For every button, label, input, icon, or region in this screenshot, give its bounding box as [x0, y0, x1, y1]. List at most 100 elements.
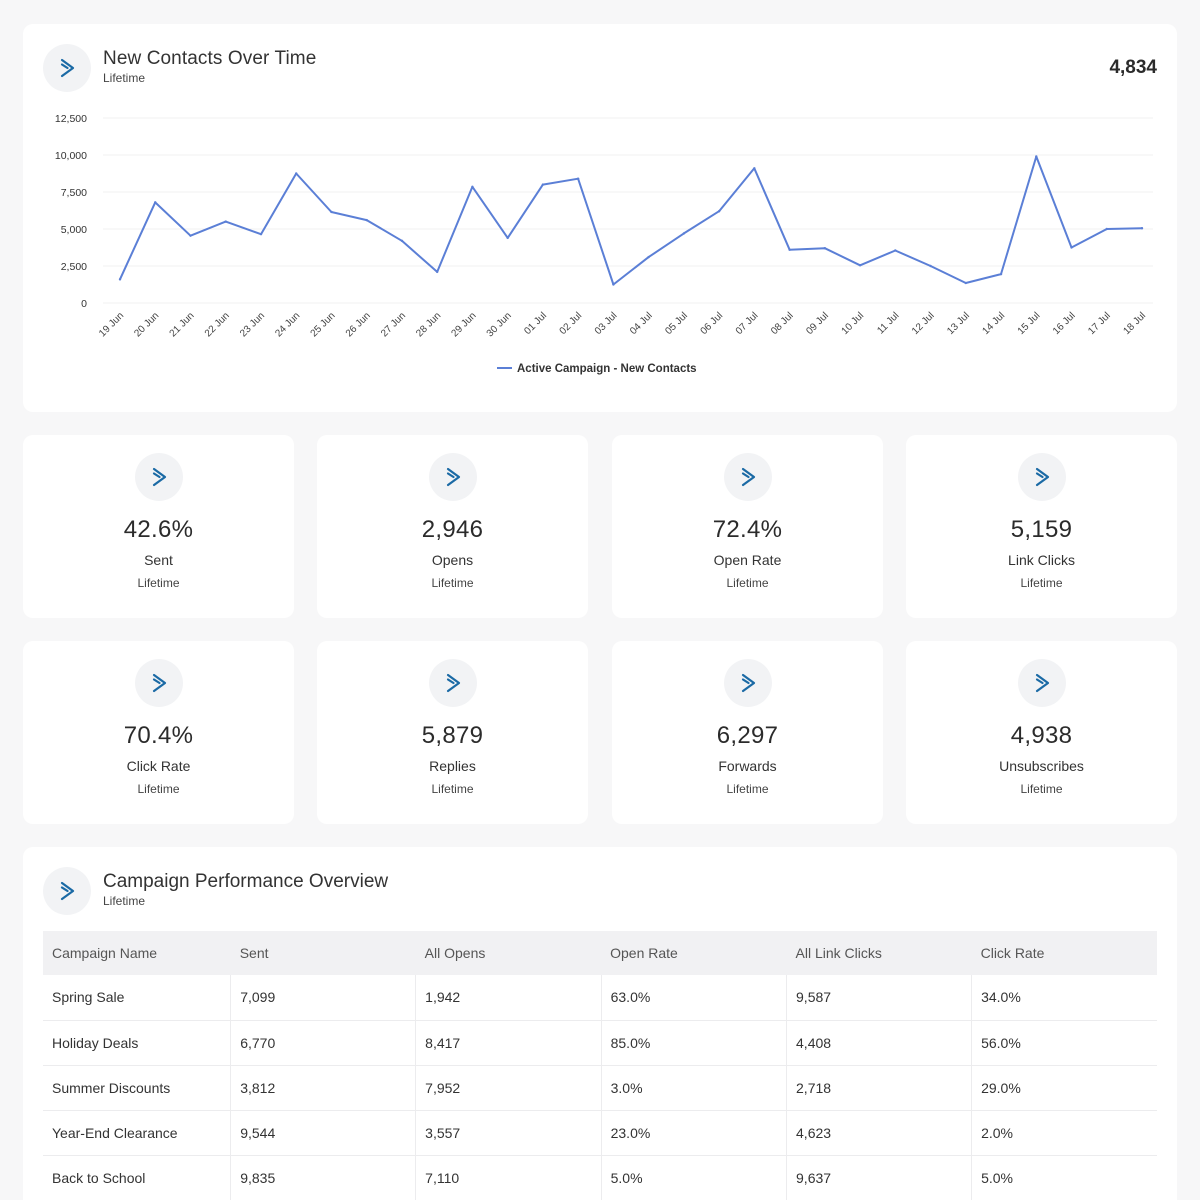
column-header[interactable]: Open Rate: [610, 945, 678, 961]
column-header[interactable]: All Opens: [424, 945, 486, 961]
activecampaign-logo-icon: [428, 659, 477, 707]
campaign-name-cell: Holiday Deals: [43, 1020, 231, 1066]
kpi-value: 5,879: [421, 722, 484, 749]
x-tick-label: 19 Jun: [97, 310, 126, 339]
table-row[interactable]: Summer Discounts 3,812 7,952 3.0% 2,718 29.0%: [43, 1065, 1157, 1111]
data-point: [576, 177, 580, 180]
data-point: [929, 264, 932, 268]
x-tick-label: 20 Jun: [132, 310, 161, 339]
activecampaign-logo-icon: [43, 44, 91, 92]
kpi-value: 6,297: [716, 722, 779, 749]
x-tick-label: 17 Jul: [1086, 310, 1113, 337]
activecampaign-logo-icon: [1017, 659, 1066, 707]
data-point: [682, 232, 686, 235]
table-cell: 6,770: [230, 1020, 416, 1066]
kpi-label: Click Rate: [126, 758, 191, 774]
x-tick-label: 06 Jul: [699, 310, 726, 337]
campaign-name-cell: Back to School: [43, 1155, 231, 1200]
x-tick-label: 30 Jun: [485, 310, 514, 339]
table-row[interactable]: Year-End Clearance 9,544 3,557 23.0% 4,623 2.…: [43, 1110, 1157, 1156]
kpi-card: 4,938 Unsubscribes Lifetime: [906, 641, 1177, 824]
x-tick-label: 22 Jun: [203, 310, 232, 339]
x-tick-label: 02 Jul: [558, 310, 585, 337]
x-tick-label: 04 Jul: [628, 310, 655, 337]
data-point: [330, 210, 333, 214]
y-tick-label: 12,500: [55, 113, 87, 125]
data-point: [118, 278, 122, 281]
table-cell: 23.0%: [600, 1110, 787, 1156]
activecampaign-logo-icon: [1017, 453, 1066, 501]
column-header[interactable]: Sent: [239, 945, 269, 961]
x-tick-label: 13 Jul: [945, 310, 972, 337]
data-point: [259, 232, 263, 236]
campaign-name-cell: Spring Sale: [43, 975, 231, 1021]
data-point: [894, 249, 897, 252]
data-point: [753, 167, 756, 170]
kpi-card: 6,297 Forwards Lifetime: [612, 641, 883, 824]
data-point: [1140, 227, 1144, 230]
chart-title: New Contacts Over Time: [103, 48, 317, 69]
x-tick-label: 14 Jul: [981, 310, 1008, 337]
x-tick-label: 25 Jun: [309, 310, 338, 339]
legend-label: Active Campaign - New Contacts: [517, 363, 697, 375]
table-cell: 9,637: [786, 1155, 972, 1200]
data-point: [189, 234, 192, 237]
kpi-period: Lifetime: [431, 782, 474, 796]
table-cell: 9,835: [230, 1155, 416, 1200]
table-cell: 34.0%: [971, 975, 1157, 1021]
kpi-value: 72.4%: [712, 516, 783, 543]
kpi-label: Opens: [431, 552, 474, 568]
table-cell: 2.0%: [971, 1110, 1157, 1156]
table-cell: 7,099: [230, 975, 416, 1021]
campaign-table: Campaign Name Sent All Opens Open Rate A…: [43, 931, 1157, 1200]
x-tick-label: 24 Jun: [273, 310, 302, 339]
kpi-label: Sent: [144, 552, 173, 568]
kpi-value: 5,159: [1010, 516, 1073, 543]
x-tick-label: 21 Jun: [168, 310, 197, 339]
chart-subtitle: Lifetime: [103, 71, 146, 85]
data-point: [1105, 227, 1108, 231]
data-point: [823, 247, 827, 250]
x-tick-label: 11 Jul: [875, 310, 901, 336]
data-point: [506, 236, 509, 240]
data-point: [647, 255, 650, 259]
table-cell: 3,812: [230, 1065, 416, 1111]
table-cell: 5.0%: [600, 1155, 787, 1200]
data-point: [400, 239, 404, 243]
kpi-label: Forwards: [718, 758, 777, 774]
data-point: [717, 210, 721, 213]
kpi-card: 5,879 Replies Lifetime: [317, 641, 588, 824]
table-cell: 7,952: [415, 1065, 602, 1111]
table-header-row: Campaign Name Sent All Opens Open Rate A…: [43, 931, 1157, 975]
data-point: [224, 220, 227, 223]
table-row[interactable]: Holiday Deals 6,770 8,417 85.0% 4,408 56.0%: [43, 1020, 1157, 1066]
column-header[interactable]: Campaign Name: [52, 945, 158, 961]
kpi-card: 72.4% Open Rate Lifetime: [612, 435, 883, 618]
kpi-card: 70.4% Click Rate Lifetime: [23, 641, 294, 824]
table-subtitle: Lifetime: [103, 894, 146, 908]
data-point: [1070, 246, 1073, 249]
table-row[interactable]: Spring Sale 7,099 1,942 63.0% 9,587 34.0%: [43, 975, 1157, 1021]
kpi-label: Link Clicks: [1008, 552, 1075, 568]
line-chart: 0 2,500 5,000 7,500 10,000 12,500 19 Jun 20 Jun…: [55, 113, 1153, 375]
table-cell: 4,623: [786, 1110, 972, 1156]
activecampaign-logo-icon: [723, 453, 772, 501]
x-tick-label: 08 Jul: [769, 310, 796, 337]
kpi-value: 42.6%: [123, 516, 194, 543]
x-tick-label: 27 Jun: [379, 310, 408, 339]
new-contacts-chart-card: 0 2,500 5,000 7,500 10,000 12,500 19 Jun 20 Jun…: [23, 24, 1177, 412]
data-point: [999, 272, 1003, 276]
y-tick-label: 7,500: [61, 187, 87, 199]
kpi-card: 5,159 Link Clicks Lifetime: [906, 435, 1177, 618]
column-header[interactable]: Click Rate: [980, 945, 1045, 961]
data-point: [435, 270, 439, 274]
kpi-value: 4,938: [1010, 722, 1073, 749]
table-row[interactable]: Back to School 9,835 7,110 5.0% 9,637 5.0%: [43, 1155, 1157, 1200]
kpi-label: Open Rate: [713, 552, 782, 568]
y-tick-label: 10,000: [55, 150, 87, 162]
column-header[interactable]: All Link Clicks: [795, 945, 882, 961]
activecampaign-logo-icon: [723, 659, 772, 707]
kpi-label: Replies: [429, 758, 476, 774]
series-line: [119, 155, 1143, 286]
x-tick-label: 23 Jun: [238, 310, 267, 339]
